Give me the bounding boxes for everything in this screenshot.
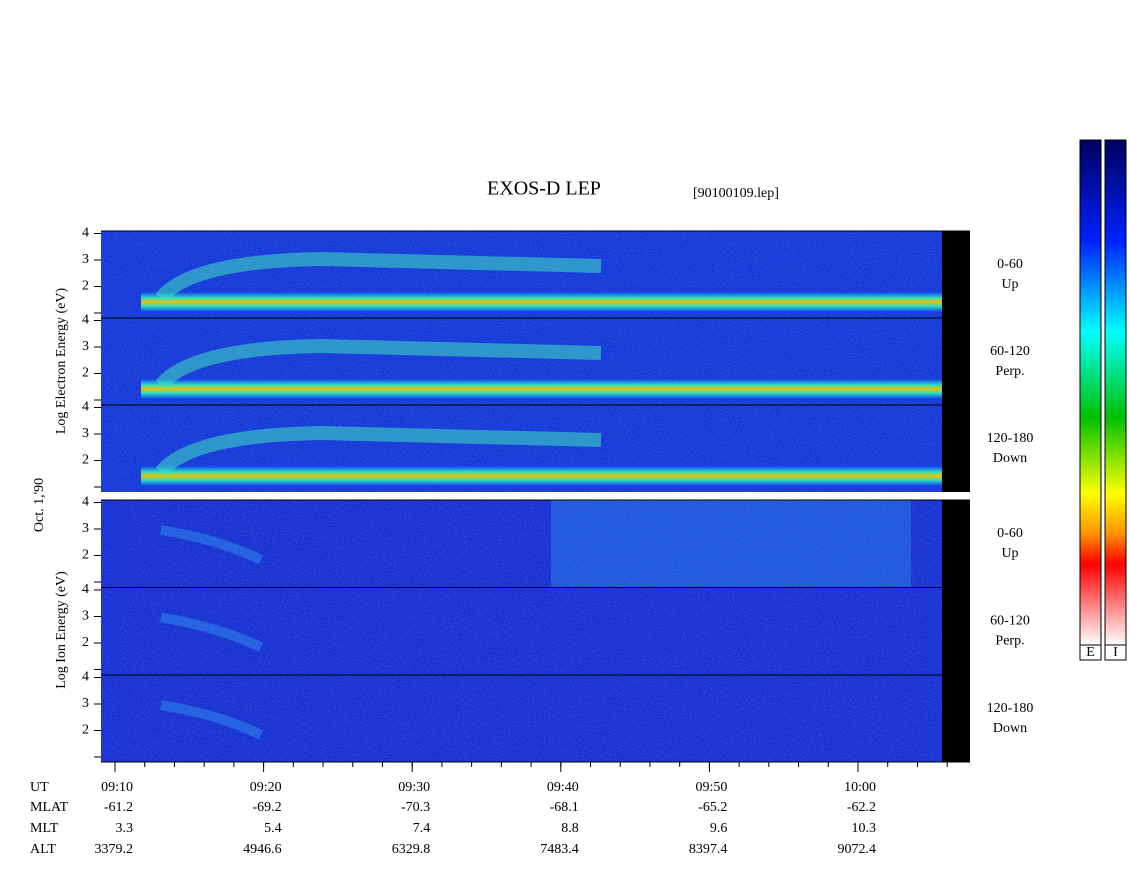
date-label: Oct. 1,'90	[32, 478, 47, 532]
y-tick-label: 2	[82, 366, 89, 381]
panel-range: 0-60	[997, 257, 1023, 272]
x-tick-label: 09:10	[101, 780, 133, 795]
y-tick-label: 4	[82, 313, 89, 328]
ion-feature	[160, 700, 264, 740]
x-tick-label: 09:40	[547, 780, 579, 795]
row-value: 8.8	[561, 821, 579, 836]
panel-direction: Up	[1001, 277, 1018, 292]
y-tick-label: 3	[82, 521, 89, 536]
y-tick-label: 4	[82, 582, 89, 597]
panel-range: 60-120	[990, 614, 1030, 629]
ion-feature	[160, 525, 264, 565]
panel-noise	[101, 587, 942, 675]
row-value: 7483.4	[540, 842, 579, 857]
y-axis-label: Log Ion Energy (eV)	[54, 571, 69, 689]
row-value: -65.2	[698, 800, 727, 815]
electron-arc	[155, 338, 602, 390]
colorbar-label: E	[1086, 645, 1095, 660]
data-gap	[942, 500, 970, 587]
x-tick-label: 09:20	[250, 780, 282, 795]
colorbar	[1079, 139, 1127, 661]
row-value: 3379.2	[95, 842, 134, 857]
ion-patch	[551, 500, 911, 587]
y-tick-label: 4	[82, 670, 89, 685]
electron-arc	[155, 251, 602, 303]
row-value: -61.2	[104, 800, 133, 815]
x-tick-label: 09:30	[398, 780, 430, 795]
x-tick-label: 09:50	[696, 780, 728, 795]
electron-band	[141, 466, 942, 486]
data-gap	[942, 675, 970, 762]
row-value: -62.2	[847, 800, 876, 815]
y-tick-label: 3	[82, 609, 89, 624]
row-value: 5.4	[264, 821, 282, 836]
electron-band	[141, 379, 942, 399]
data-gap	[942, 587, 970, 675]
electron-arc	[155, 425, 602, 477]
electron-band	[141, 292, 942, 312]
y-tick-label: 2	[82, 635, 89, 650]
spectrogram-panels	[101, 230, 970, 762]
y-tick-label: 2	[82, 548, 89, 563]
y-tick-label: 2	[82, 723, 89, 738]
data-gap	[942, 405, 970, 492]
panel-direction: Perp.	[995, 634, 1024, 649]
y-tick-label: 3	[82, 696, 89, 711]
y-tick-label: 3	[82, 252, 89, 267]
x-tick-label: 10:00	[844, 780, 876, 795]
y-tick-label: 4	[82, 400, 89, 415]
panel-range: 0-60	[997, 526, 1023, 541]
title: EXOS-D LEP	[487, 178, 601, 200]
row-value: 4946.6	[243, 842, 282, 857]
row-label: MLAT	[30, 800, 69, 815]
panel-direction: Down	[993, 721, 1027, 736]
y-tick-label: 2	[82, 453, 89, 468]
panel-direction: Up	[1001, 546, 1018, 561]
file-name: [90100109.lep]	[693, 186, 779, 201]
row-label: MLT	[30, 821, 59, 836]
data-gap	[942, 318, 970, 405]
y-tick-label: 4	[82, 495, 89, 510]
row-value: 8397.4	[689, 842, 728, 857]
ion-feature	[160, 612, 264, 652]
panel-noise	[101, 500, 942, 587]
panel-range: 60-120	[990, 344, 1030, 359]
row-value: 6329.8	[392, 842, 431, 857]
panel-direction: Perp.	[995, 364, 1024, 379]
row-value: -70.3	[401, 800, 430, 815]
panel-direction: Down	[993, 451, 1027, 466]
y-tick-label: 2	[82, 279, 89, 294]
row-value: 9072.4	[838, 842, 877, 857]
row-value: -68.1	[550, 800, 579, 815]
y-tick-label: 3	[82, 339, 89, 354]
panel-range: 120-180	[987, 431, 1034, 446]
y-tick-label: 3	[82, 426, 89, 441]
row-value: 9.6	[710, 821, 728, 836]
row-value: 3.3	[116, 821, 134, 836]
row-value: -69.2	[252, 800, 281, 815]
y-axis-label: Log Electron Energy (eV)	[54, 288, 69, 435]
y-tick-label: 4	[82, 226, 89, 241]
colorbar-label: I	[1113, 645, 1118, 660]
row-value: 7.4	[413, 821, 431, 836]
panel-range: 120-180	[987, 701, 1034, 716]
row-label: ALT	[30, 842, 56, 857]
data-gap	[942, 231, 970, 318]
panel-noise	[101, 675, 942, 762]
row-value: 10.3	[852, 821, 877, 836]
row-label: UT	[30, 780, 49, 795]
